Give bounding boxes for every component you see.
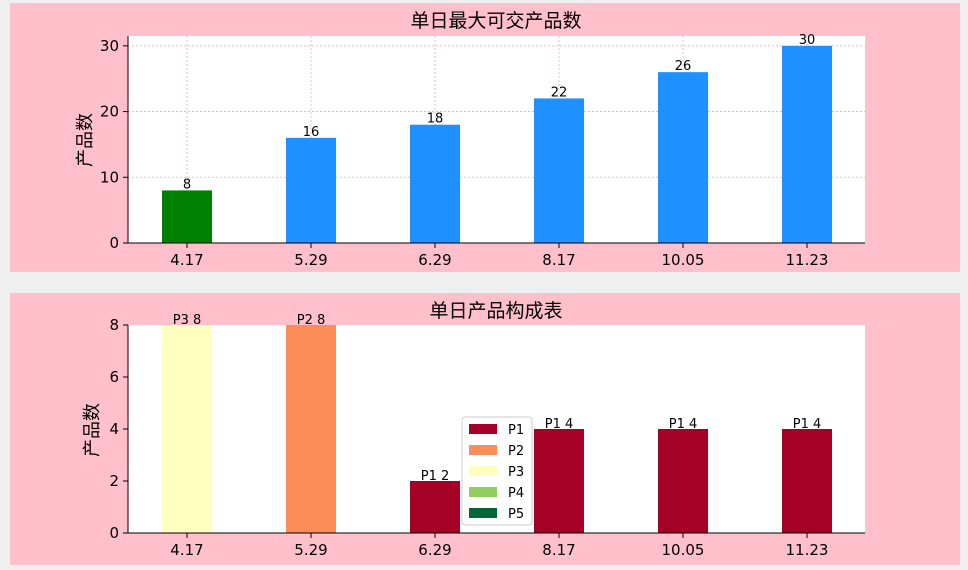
bottom-chart: P3 8 P2 8 P1 2 P1 4 P1 4 P1 4 0 2 4 6 8 4.17 5.29 6… xyxy=(10,293,960,565)
top-x-tick-label: 11.23 xyxy=(786,251,829,269)
bottom-y-tick-label: 2 xyxy=(109,472,119,490)
top-x-tick-label: 4.17 xyxy=(170,251,203,269)
legend-swatch xyxy=(469,424,497,434)
legend-swatch xyxy=(469,508,497,518)
bottom-x-ticks: 4.17 5.29 6.29 8.17 10.05 11.23 xyxy=(170,533,828,559)
top-data-labels: 8 16 18 22 26 30 xyxy=(183,33,815,193)
top-bar xyxy=(286,137,336,243)
top-bar-data-label: 16 xyxy=(303,125,320,140)
legend-label: P3 xyxy=(508,465,524,480)
top-y-tick-label: 10 xyxy=(100,168,119,186)
bottom-chart-title: 单日产品构成表 xyxy=(429,300,562,322)
top-bar-data-label: 18 xyxy=(427,112,444,127)
legend-swatch xyxy=(469,445,497,455)
bottom-x-tick-label: 5.29 xyxy=(294,541,327,559)
bottom-data-labels: P3 8 P2 8 P1 2 P1 4 P1 4 P1 4 xyxy=(173,313,822,484)
legend-label: P2 xyxy=(508,444,524,459)
legend-label: P5 xyxy=(508,507,524,522)
bottom-x-tick-label: 11.23 xyxy=(786,541,829,559)
top-bars xyxy=(162,45,832,244)
top-y-tick-label: 0 xyxy=(109,234,119,252)
bottom-y-tick-label: 0 xyxy=(109,524,119,542)
top-bar-data-label: 30 xyxy=(799,33,816,48)
bottom-y-tick-label: 6 xyxy=(109,368,119,386)
top-x-tick-label: 10.05 xyxy=(662,251,705,269)
top-plot-area xyxy=(128,36,865,243)
bottom-bar-segment xyxy=(534,429,584,533)
bottom-x-tick-label: 8.17 xyxy=(542,541,575,559)
legend-swatch xyxy=(469,487,497,497)
top-x-tick-label: 8.17 xyxy=(542,251,575,269)
top-bar xyxy=(410,124,460,243)
legend: P1 P2 P3 P4 P5 xyxy=(461,416,533,526)
top-bar xyxy=(658,72,708,244)
legend-label: P1 xyxy=(508,423,524,438)
bottom-bars xyxy=(162,325,832,533)
top-chart: 8 16 18 22 26 30 0 10 20 30 4.17 5.29 6.29 8.17 10.0… xyxy=(10,3,960,272)
top-bar-data-label: 8 xyxy=(183,177,191,192)
top-x-ticks: 4.17 5.29 6.29 8.17 10.05 11.23 xyxy=(170,243,828,269)
top-y-tick-label: 30 xyxy=(100,37,119,55)
bottom-bar-data-label: P2 8 xyxy=(297,313,326,328)
top-bar xyxy=(162,190,212,243)
legend-label: P4 xyxy=(508,486,524,501)
top-bar xyxy=(782,45,832,243)
top-y-ticks: 0 10 20 30 xyxy=(100,37,128,252)
top-chart-title: 单日最大可交产品数 xyxy=(410,10,581,32)
top-y-axis-label: 产品数 xyxy=(75,113,96,167)
top-x-tick-label: 5.29 xyxy=(294,251,327,269)
bottom-y-ticks: 0 2 4 6 8 xyxy=(109,316,128,542)
legend-swatch xyxy=(469,466,497,476)
top-bar xyxy=(534,98,584,243)
bottom-bar-data-label: P3 8 xyxy=(173,313,202,328)
bottom-bar-data-label: P1 4 xyxy=(793,417,822,432)
bottom-bar-data-label: P1 2 xyxy=(421,469,450,484)
top-y-tick-label: 20 xyxy=(100,103,119,121)
bottom-y-tick-label: 4 xyxy=(109,420,119,438)
bottom-x-tick-label: 10.05 xyxy=(662,541,705,559)
top-bar-data-label: 26 xyxy=(675,59,692,74)
bottom-bar-data-label: P1 4 xyxy=(669,417,698,432)
bottom-bar-segment xyxy=(286,325,336,533)
bottom-x-tick-label: 6.29 xyxy=(418,541,451,559)
bottom-x-tick-label: 4.17 xyxy=(170,541,203,559)
top-x-tick-label: 6.29 xyxy=(418,251,451,269)
bottom-y-tick-label: 8 xyxy=(109,316,119,334)
bottom-bar-segment xyxy=(782,429,832,533)
top-bar-data-label: 22 xyxy=(551,85,568,100)
bottom-bar-data-label: P1 4 xyxy=(545,417,574,432)
bottom-bar-segment xyxy=(410,481,460,533)
bottom-bar-segment xyxy=(162,325,212,533)
bottom-bar-segment xyxy=(658,429,708,533)
bottom-y-axis-label: 产品数 xyxy=(82,403,103,457)
